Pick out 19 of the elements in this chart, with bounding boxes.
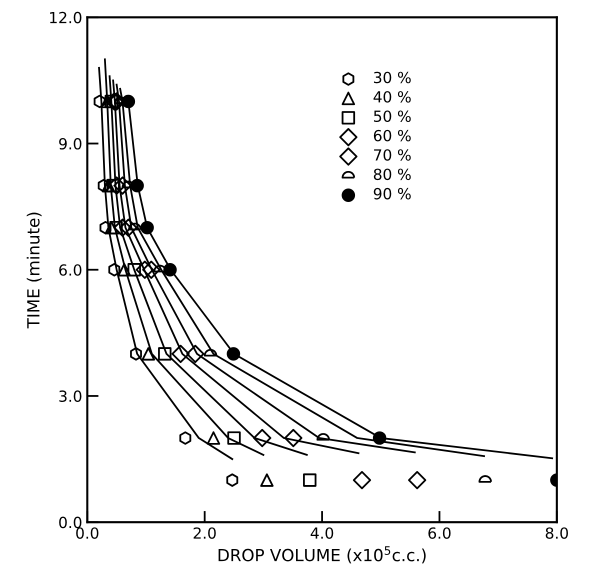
y-tick-label: 6.0 [59, 264, 82, 276]
y-axis-title: TIME (minute) [26, 212, 42, 328]
legend-label: 50 % [374, 110, 411, 122]
x-tick-label: 0.0 [76, 527, 98, 539]
legend-label: 70 % [374, 149, 411, 161]
legend-label: 90 % [374, 188, 411, 200]
x-tick-label: 2.0 [194, 527, 216, 539]
y-tick-label: 0.0 [59, 516, 82, 528]
legend-label: 60 % [374, 130, 411, 142]
x-tick-label: 4.0 [310, 527, 334, 539]
legend-label: 30 % [374, 72, 411, 84]
x-tick-label: 6.0 [428, 527, 451, 539]
x-axis-title: DROP VOLUME (x10$^{5}$c.c.) [218, 546, 426, 564]
y-tick-label: 9.0 [59, 138, 82, 150]
legend-label: 80 % [374, 168, 411, 180]
y-tick-label: 3.0 [59, 390, 82, 402]
x-tick-label: 8.0 [546, 527, 568, 539]
legend-label: 40 % [374, 91, 411, 103]
y-tick-label: 12.0 [50, 12, 82, 24]
